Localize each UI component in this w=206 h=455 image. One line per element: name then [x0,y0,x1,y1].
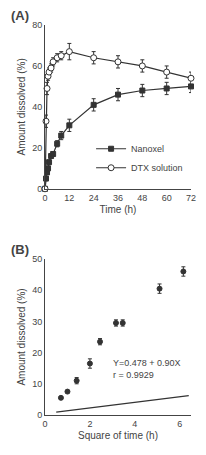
svg-text:60: 60 [32,61,42,71]
svg-text:6: 6 [177,419,182,429]
svg-text:0: 0 [37,410,42,420]
svg-text:60: 60 [162,193,172,203]
svg-text:48: 48 [137,193,147,203]
svg-text:Square of time (h): Square of time (h) [78,430,158,441]
svg-text:40: 40 [32,102,42,112]
svg-text:20: 20 [32,143,42,153]
svg-text:Y=0.478 + 0.90Xr = 0.9929: Y=0.478 + 0.90Xr = 0.9929 [113,358,181,380]
svg-text:(B): (B) [11,242,29,257]
svg-text:Amount dissolved (%): Amount dissolved (%) [16,288,27,385]
svg-text:80: 80 [32,20,42,30]
svg-text:(A): (A) [11,8,29,23]
svg-text:24: 24 [89,193,99,203]
svg-text:Amount dissolved (%): Amount dissolved (%) [16,58,27,155]
svg-text:Nanoxel: Nanoxel [131,144,164,154]
svg-text:30: 30 [32,317,42,327]
svg-text:36: 36 [113,193,123,203]
svg-text:Time (h): Time (h) [100,204,137,215]
svg-text:0: 0 [42,419,47,429]
svg-text:12: 12 [64,193,74,203]
svg-text:10: 10 [32,379,42,389]
svg-text:72: 72 [186,193,196,203]
svg-text:20: 20 [32,348,42,358]
svg-text:50: 50 [32,254,42,264]
svg-text:2: 2 [87,419,92,429]
svg-text:DTX solution: DTX solution [131,163,183,173]
svg-text:4: 4 [132,419,137,429]
svg-text:0: 0 [37,184,42,194]
svg-text:0: 0 [42,193,47,203]
svg-text:40: 40 [32,285,42,295]
